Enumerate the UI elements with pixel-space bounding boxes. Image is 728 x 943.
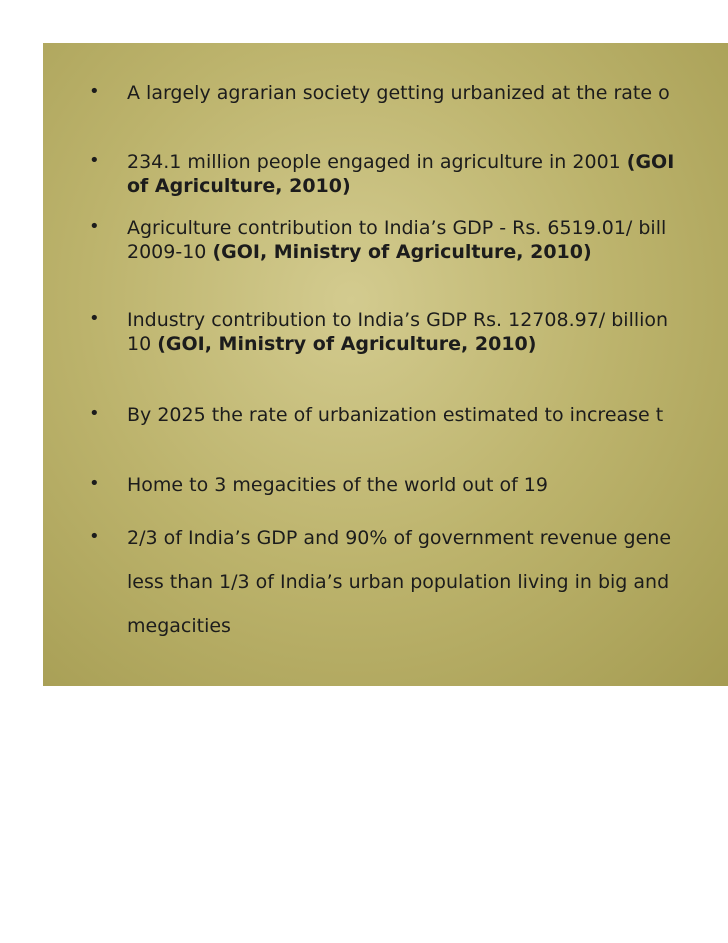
citation: of Agriculture, 2010) [127,175,351,197]
citation: (GOI [626,151,675,173]
bullet-text: Home to 3 megacities of the world out of… [127,474,548,496]
bullet-icon: • [89,150,100,171]
bullet-icon: • [89,308,100,329]
bullet-text: Agriculture contribution to India’s GDP … [127,217,667,239]
bullet-text: 2/3 of India’s GDP and 90% of government… [127,527,672,549]
bullet-text: Industry contribution to India’s GDP Rs.… [127,309,669,331]
bullet-icon: • [89,526,100,547]
bullet-text: By 2025 the rate of urbanization estimat… [127,404,664,426]
bullet-text: less than 1/3 of India’s urban populatio… [127,571,670,593]
bullet-text: A largely agrarian society getting urban… [127,82,670,104]
slide: • A largely agrarian society getting urb… [43,43,728,686]
bullet-icon: • [89,403,100,424]
bullet-icon: • [89,216,100,237]
bullet-text: 2009-10 [127,241,213,263]
bullet-text: megacities [127,615,231,637]
bullet-icon: • [89,81,100,102]
bullet-text: 10 [127,333,158,355]
bullet-icon: • [89,473,100,494]
citation: (GOI, Ministry of Agriculture, 2010) [212,241,592,263]
bullet-text: 234.1 million people engaged in agricult… [127,151,627,173]
citation: (GOI, Ministry of Agriculture, 2010) [157,333,537,355]
